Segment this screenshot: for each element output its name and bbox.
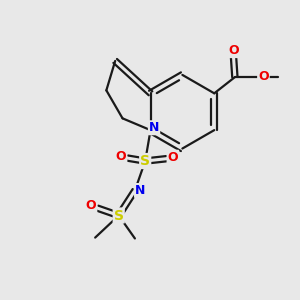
Text: S: S xyxy=(140,154,150,168)
Text: O: O xyxy=(228,44,239,57)
Text: N: N xyxy=(135,184,146,197)
Text: N: N xyxy=(149,121,159,134)
Text: O: O xyxy=(258,70,269,83)
Text: O: O xyxy=(168,151,178,164)
Text: O: O xyxy=(116,150,126,163)
Text: O: O xyxy=(86,199,96,212)
Text: S: S xyxy=(114,208,124,223)
